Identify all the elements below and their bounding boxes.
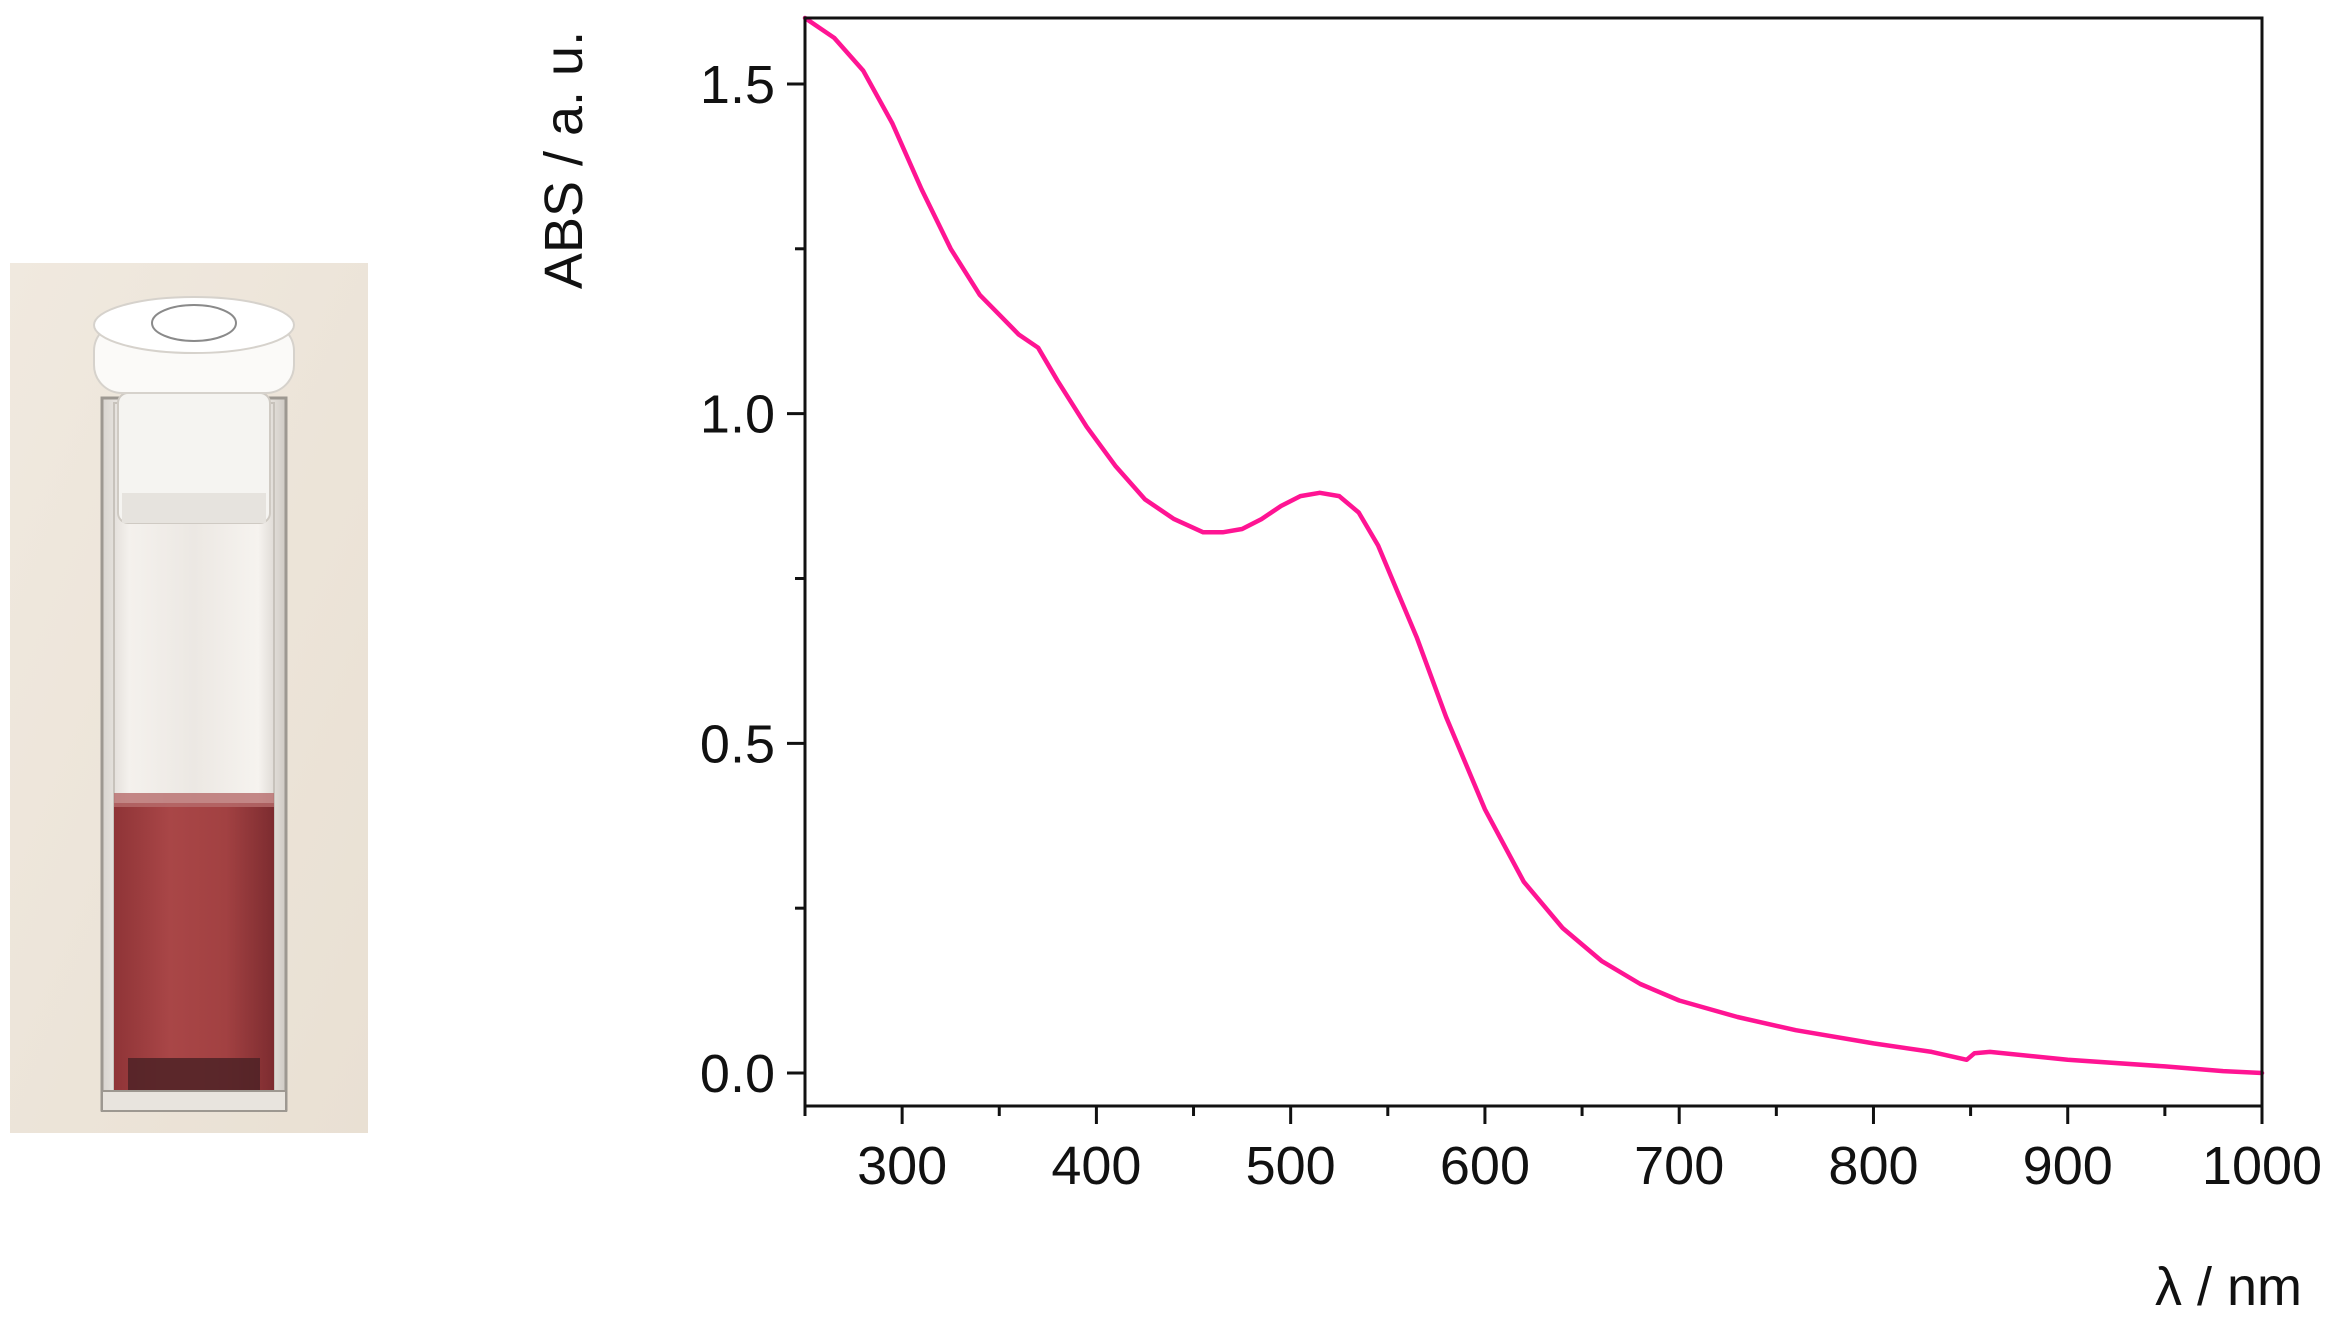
x-axis-ticks: 300 400 500 600 700 800 900 1000 [803,1106,2322,1196]
y-tick-label: 1.5 [700,55,775,115]
y-tick-label: 0.0 [700,1044,775,1104]
x-tick-label: 1000 [2202,1136,2322,1196]
x-tick-label: 600 [1440,1136,1530,1196]
x-tick-label: 800 [1828,1136,1918,1196]
y-axis-ticks: 0.0 0.5 1.0 1.5 [700,55,805,1104]
y-tick-label: 0.5 [700,714,775,774]
x-axis-title: λ / nm [2155,1257,2302,1317]
y-tick-label: 1.0 [700,385,775,445]
y-axis-title: ABS / a. u. [534,31,594,289]
x-tick-label: 900 [2023,1136,2113,1196]
x-tick-label: 400 [1051,1136,1141,1196]
x-tick-label: 300 [857,1136,947,1196]
x-tick-label: 700 [1634,1136,1724,1196]
plot-frame [803,16,2264,1108]
x-tick-label: 500 [1246,1136,1336,1196]
cuvette-photo [10,263,368,1133]
absorbance-series-line [802,15,2265,1076]
